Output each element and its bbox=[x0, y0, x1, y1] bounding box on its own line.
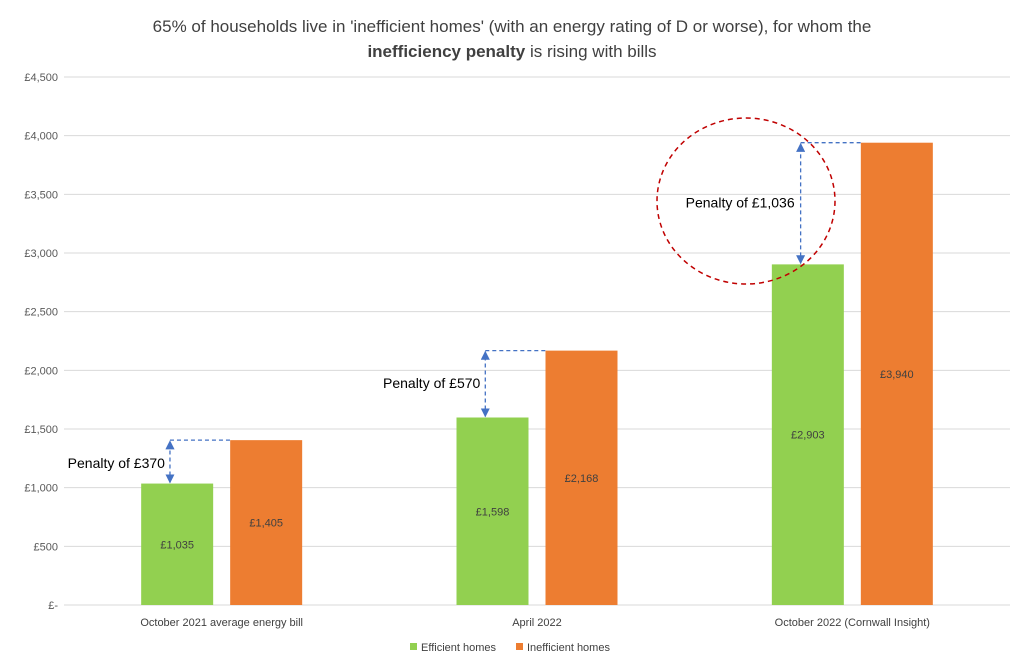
x-axis-categories: October 2021 average energy bill April 20… bbox=[140, 617, 930, 629]
x-category-label: October 2021 average energy bill bbox=[140, 617, 303, 629]
bar-inefficient bbox=[230, 440, 303, 605]
data-label: £1,598 bbox=[476, 506, 510, 518]
gridlines bbox=[64, 76, 1010, 606]
bars bbox=[141, 142, 933, 605]
y-tick-label: £2,000 bbox=[24, 365, 58, 377]
chart-title-emphasis: inefficiency penalty bbox=[367, 42, 526, 61]
y-axis-ticks: £- £500 £1,000 £1,500 £2,000 £2,500 £3,000 £3,5… bbox=[24, 72, 58, 612]
legend: Efficient homes Inefficient homes bbox=[410, 642, 610, 654]
data-labels: £1,035 £1,405 £1,598 £2,168 £2,903 £3,940 bbox=[160, 369, 913, 551]
chart-title-line-1: 65% of households live in 'inefficient h… bbox=[152, 17, 872, 36]
bar-efficient bbox=[456, 417, 529, 605]
legend-label: Efficient homes bbox=[421, 642, 497, 654]
bar-inefficient bbox=[545, 350, 618, 605]
penalty-annotations: Penalty of £370 Penalty of £570 Penalty of… bbox=[68, 117, 861, 484]
highlight-circle bbox=[656, 117, 836, 285]
data-label: £1,035 bbox=[160, 539, 194, 551]
bar-efficient bbox=[141, 483, 214, 605]
data-label: £3,940 bbox=[880, 369, 914, 381]
y-tick-label: £1,500 bbox=[24, 424, 58, 436]
y-tick-label: £1,000 bbox=[24, 483, 58, 495]
x-category-label: October 2022 (Cornwall Insight) bbox=[775, 617, 930, 629]
x-category-label: April 2022 bbox=[512, 617, 562, 629]
y-tick-label: £4,500 bbox=[24, 72, 58, 84]
y-tick-label: £3,000 bbox=[24, 248, 58, 260]
legend-swatch bbox=[410, 643, 417, 650]
data-label: £2,903 bbox=[791, 430, 825, 442]
data-label: £1,405 bbox=[249, 518, 283, 530]
y-tick-label: £2,500 bbox=[24, 307, 58, 319]
chart-title: 65% of households live in 'inefficient h… bbox=[0, 14, 1024, 64]
bar-efficient bbox=[771, 264, 844, 605]
y-tick-label: £3,500 bbox=[24, 189, 58, 201]
bar-inefficient bbox=[860, 142, 933, 605]
y-tick-label: £500 bbox=[34, 541, 58, 553]
data-label: £2,168 bbox=[565, 473, 599, 485]
legend-label: Inefficient homes bbox=[527, 642, 610, 654]
legend-swatch bbox=[516, 643, 523, 650]
chart-title-line-2: inefficiency penalty is rising with bill… bbox=[0, 39, 1024, 64]
chart-title-rest: is rising with bills bbox=[525, 42, 657, 61]
penalty-label: Penalty of £1,036 bbox=[686, 195, 795, 211]
y-tick-label: £- bbox=[48, 600, 58, 612]
penalty-label: Penalty of £370 bbox=[68, 455, 166, 471]
y-tick-label: £4,000 bbox=[24, 131, 58, 143]
penalty-label: Penalty of £570 bbox=[383, 375, 481, 391]
